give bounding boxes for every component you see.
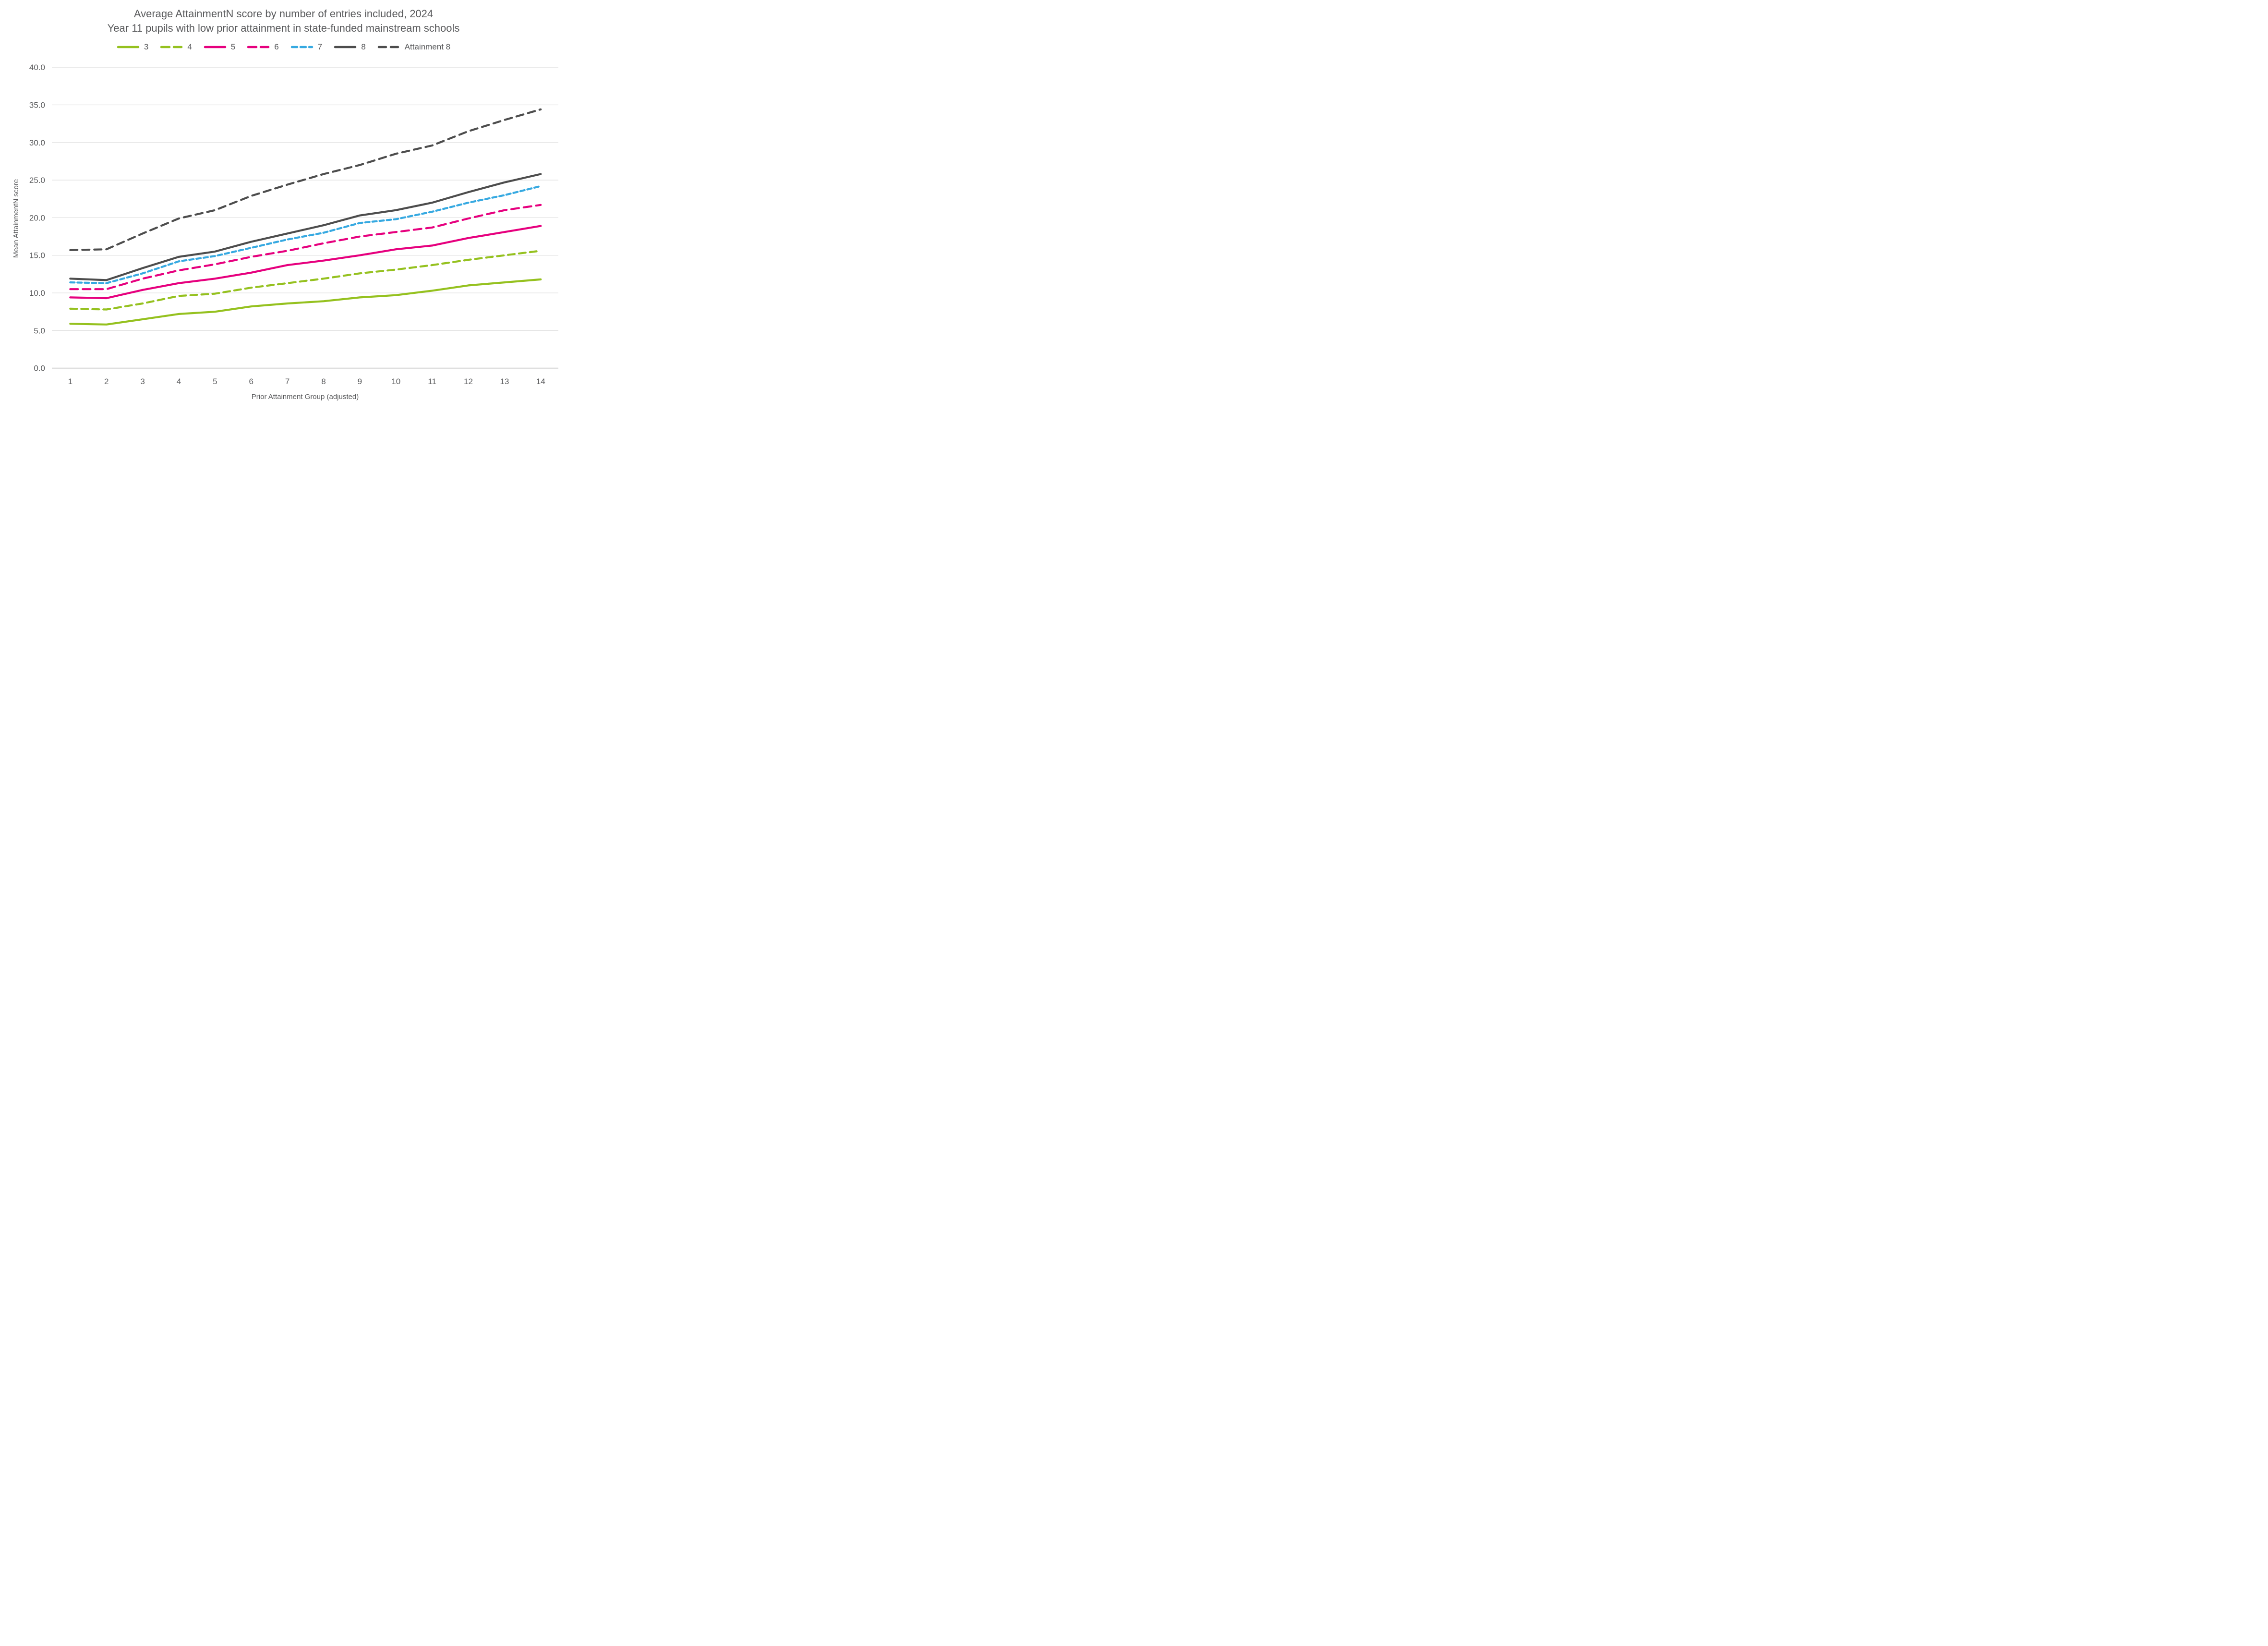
- y-axis-title: Mean AttainmentN score: [12, 179, 20, 258]
- x-tick-label: 13: [500, 377, 509, 386]
- series-line-3: [69, 278, 542, 326]
- x-axis-title: Prior Attainment Group (adjusted): [252, 393, 359, 401]
- chart-legend: 3 4 5 6 7 8 Attainment 8: [0, 42, 567, 52]
- y-tick-label: 10.0: [29, 289, 45, 298]
- legend-label: 4: [187, 42, 192, 51]
- x-tick-label: 2: [104, 377, 109, 386]
- legend-label: 5: [230, 42, 236, 51]
- x-tick-label: 1: [68, 377, 72, 386]
- chart-title: Average AttainmentN score by number of e…: [133, 8, 434, 20]
- y-tick-label: 30.0: [29, 138, 45, 147]
- chart-page: Average AttainmentN score by number of e…: [0, 0, 567, 412]
- legend-swatch: [117, 46, 140, 48]
- x-tick-label: 4: [177, 377, 181, 386]
- legend-label: 8: [361, 42, 366, 51]
- series-line-6: [69, 204, 542, 290]
- legend-item-4: 4: [160, 42, 192, 52]
- series-line-attainment-8: [69, 108, 542, 251]
- y-tick-label: 20.0: [29, 213, 45, 222]
- legend-swatch: [334, 46, 357, 48]
- legend-item-7: 7: [290, 42, 322, 52]
- legend-item-8: 8: [334, 42, 366, 52]
- y-tick-label: 5.0: [34, 326, 45, 335]
- series-line-5: [69, 225, 542, 300]
- x-tick-label: 5: [213, 377, 217, 386]
- legend-swatch: [204, 46, 227, 48]
- y-tick-label: 40.0: [29, 63, 45, 72]
- legend-swatch: [290, 46, 313, 48]
- legend-label: Attainment 8: [404, 42, 451, 51]
- legend-label: 7: [317, 42, 323, 51]
- legend-label: 6: [274, 42, 279, 51]
- series-line-8: [69, 173, 542, 281]
- line-chart: 0.05.010.015.020.025.030.035.040.01 2 3 4 5 6…: [12, 63, 558, 401]
- legend-swatch: [247, 46, 270, 48]
- y-tick-label: 15.0: [29, 251, 45, 260]
- y-tick-label: 25.0: [29, 176, 45, 185]
- legend-label: 3: [144, 42, 149, 51]
- chart-title-block: Average AttainmentN score by number of e…: [0, 7, 567, 36]
- legend-swatch: [377, 46, 400, 48]
- x-tick-label: 7: [285, 377, 290, 386]
- x-tick-label: 10: [391, 377, 400, 386]
- legend-item-attainment-8: Attainment 8: [377, 42, 450, 52]
- legend-item-5: 5: [204, 42, 235, 52]
- x-tick-label: 12: [464, 377, 473, 386]
- series-line-7: [69, 185, 542, 284]
- legend-swatch: [160, 46, 183, 48]
- chart-subtitle: Year 11 pupils with low prior attainment…: [107, 22, 460, 34]
- series-line-4: [69, 250, 542, 311]
- y-tick-label: 35.0: [29, 100, 45, 109]
- legend-item-3: 3: [117, 42, 148, 52]
- x-tick-label: 9: [358, 377, 362, 386]
- x-tick-label: 14: [536, 377, 545, 386]
- x-tick-label: 3: [140, 377, 145, 386]
- y-tick-label: 0.0: [34, 364, 45, 373]
- legend-item-6: 6: [247, 42, 279, 52]
- x-tick-label: 6: [249, 377, 253, 386]
- x-tick-label: 8: [321, 377, 326, 386]
- x-tick-label: 11: [428, 377, 436, 386]
